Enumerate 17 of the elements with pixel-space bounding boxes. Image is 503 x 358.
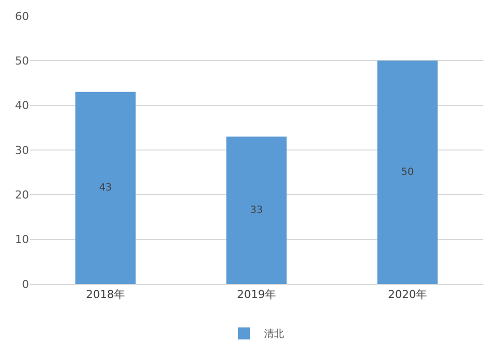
x-tick-label: 2020年: [388, 288, 427, 302]
bar: [377, 60, 438, 284]
y-tick-label: 40: [15, 99, 29, 112]
x-tick-label: 2019年: [237, 288, 276, 302]
y-tick-label: 0: [22, 278, 29, 291]
data-label: 33: [250, 204, 263, 216]
data-label: 50: [401, 166, 414, 178]
data-label: 43: [99, 182, 112, 194]
bar: [75, 92, 136, 284]
x-tick-label: 2018年: [86, 288, 125, 302]
y-tick-label: 30: [15, 144, 29, 157]
y-tick-label: 60: [15, 10, 29, 23]
legend-label: 清北: [264, 328, 284, 340]
bar: [226, 136, 287, 284]
y-tick-label: 50: [15, 54, 29, 68]
y-tick-label: 20: [15, 188, 29, 202]
y-tick-label: 10: [15, 233, 29, 246]
